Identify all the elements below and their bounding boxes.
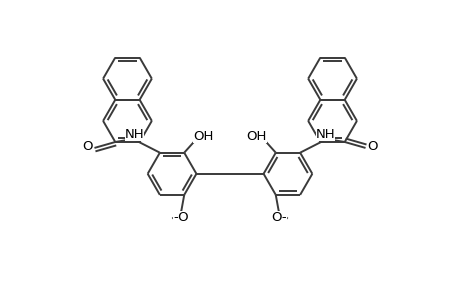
Text: NH: NH bbox=[124, 128, 144, 141]
Text: OH: OH bbox=[246, 130, 266, 143]
Text: -O: -O bbox=[173, 211, 189, 224]
Text: NH: NH bbox=[315, 128, 335, 141]
Text: O-: O- bbox=[270, 211, 286, 224]
Text: O: O bbox=[366, 140, 376, 153]
Text: O: O bbox=[83, 140, 93, 153]
Text: OH: OH bbox=[193, 130, 213, 143]
